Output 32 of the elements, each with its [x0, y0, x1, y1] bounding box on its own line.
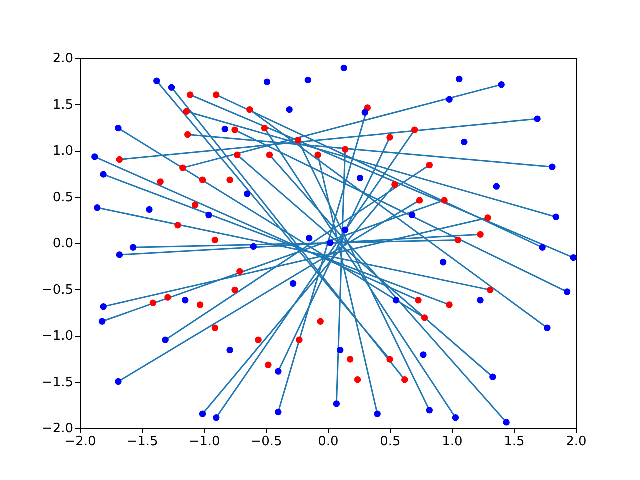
point [503, 419, 510, 426]
x-tick-label: 2.0 [566, 434, 587, 450]
point [452, 414, 460, 422]
point [264, 78, 271, 86]
x-tick-label: −0.5 [250, 434, 282, 450]
point [570, 254, 577, 262]
y-tick-label: −1.0 [42, 329, 74, 344]
point [213, 414, 220, 422]
y-tick-label: 2.0 [52, 52, 74, 66]
point [490, 374, 496, 380]
point [115, 378, 122, 386]
x-tick-label: 1.0 [442, 434, 463, 450]
y-tick-label: 0.0 [52, 236, 74, 252]
x-tick-label: 0.5 [380, 434, 401, 450]
y-tick-label: −2.0 [42, 422, 74, 436]
point [564, 288, 571, 296]
point [340, 64, 348, 72]
point [168, 84, 176, 91]
point [456, 76, 463, 83]
point [544, 324, 551, 332]
x-tick-label: 0.0 [318, 434, 339, 450]
x-tick-label: 1.5 [504, 434, 525, 450]
y-tick-label: −1.5 [42, 375, 74, 390]
y-tick-label: 1.5 [52, 98, 74, 113]
x-tick-label: −1.5 [126, 434, 158, 450]
y-tick-label: 1.0 [52, 144, 74, 159]
point [304, 76, 312, 84]
x-tick-label: −2.0 [64, 434, 96, 450]
y-tick-label: −0.5 [42, 282, 74, 298]
point [154, 78, 160, 84]
y-tick-label: 0.5 [52, 190, 74, 206]
x-tick-label: −1.0 [188, 434, 220, 450]
